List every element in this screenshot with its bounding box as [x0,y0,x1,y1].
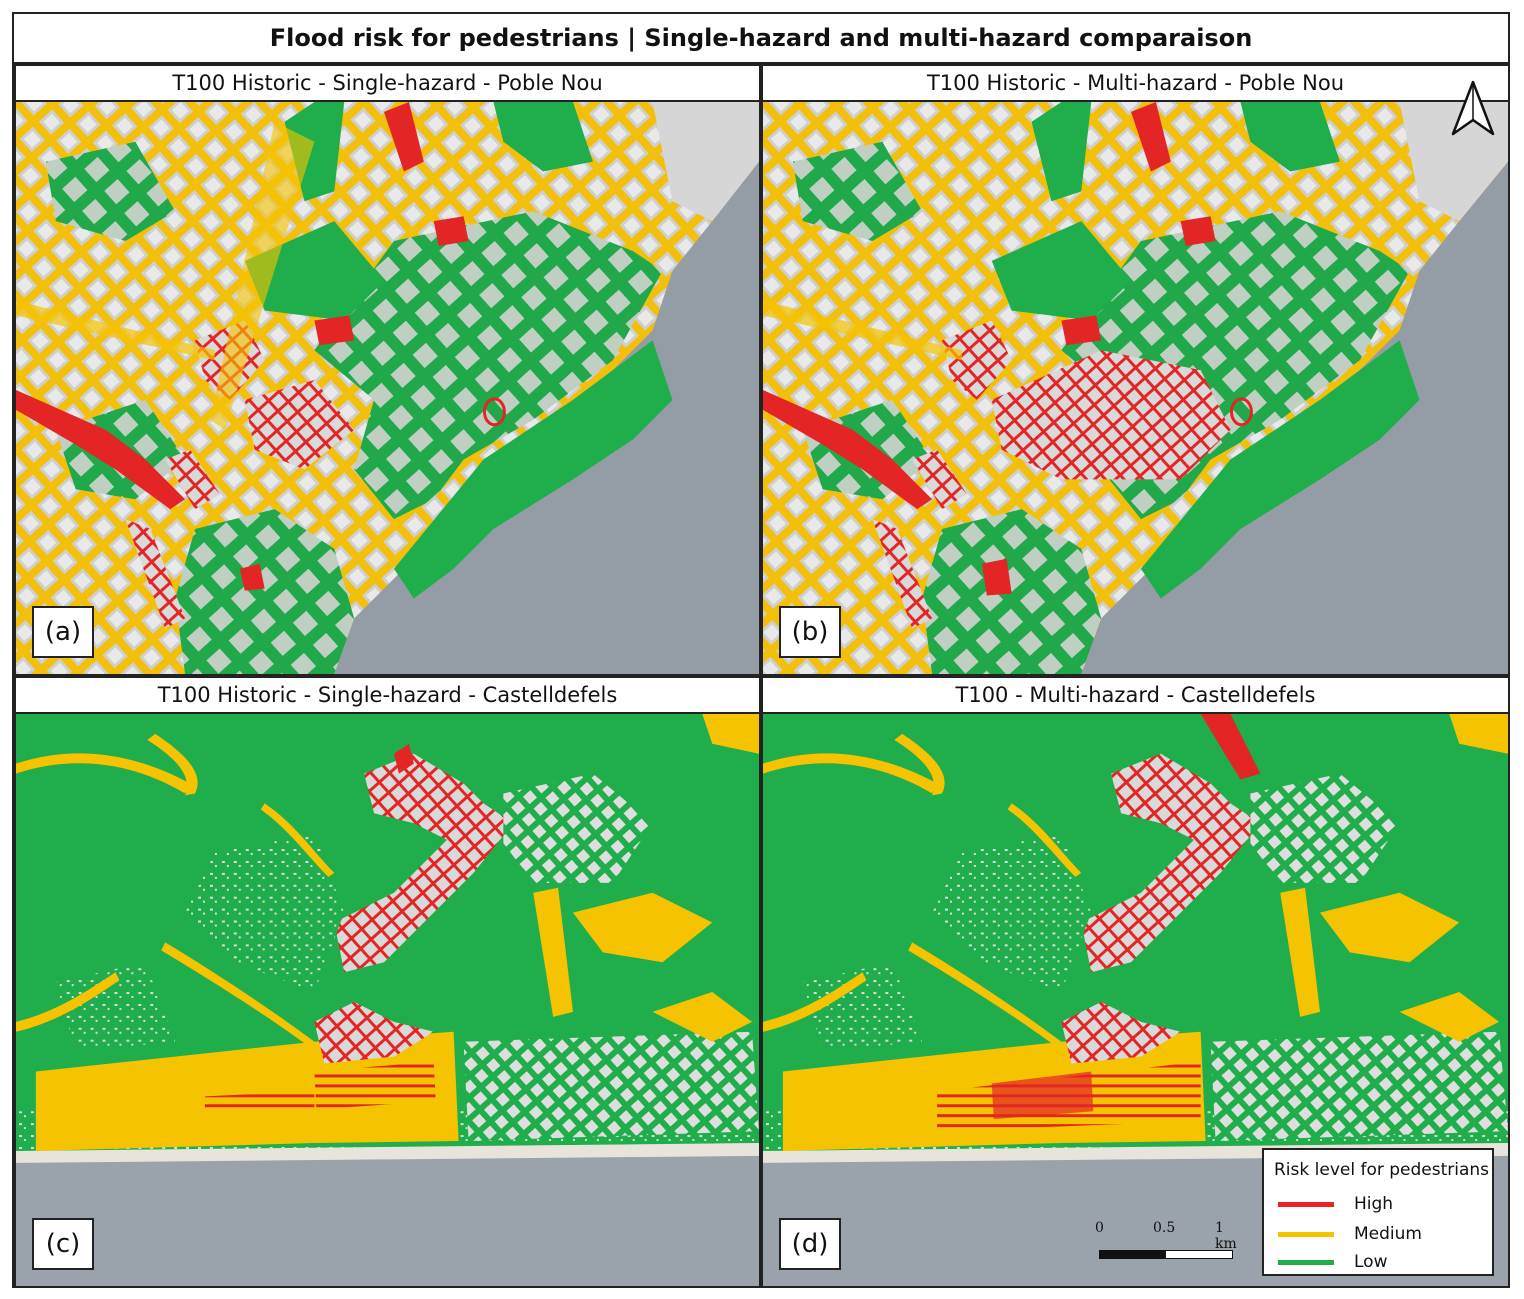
legend-label-low: Low [1354,1252,1388,1272]
north-arrow-icon [1450,80,1496,142]
panel-a-label: (a) [32,606,94,658]
panel-d: T100 - Multi-hazard - Castelldefels [761,676,1510,1288]
scale-tick-half: 0.5 [1153,1220,1176,1236]
panel-a-map [16,102,759,674]
panel-a-title: T100 Historic - Single-hazard - Poble No… [16,66,759,102]
scale-tick-1km: 1 km [1215,1220,1237,1252]
legend-swatch-low [1278,1259,1334,1265]
panel-b: T100 Historic - Multi-hazard - Poble Nou [761,64,1510,676]
legend-label-medium: Medium [1354,1224,1422,1244]
panel-d-map [763,714,1508,1286]
scale-tick-0: 0 [1095,1220,1104,1236]
scale-bar: 0 0.5 1 km [1095,1220,1245,1264]
legend-swatch-high [1278,1201,1334,1207]
panel-a: T100 Historic - Single-hazard - Poble No… [14,64,761,676]
legend: Risk level for pedestrians High Medium L… [1262,1148,1494,1276]
panel-c-title: T100 Historic - Single-hazard - Castelld… [16,678,759,714]
figure-frame: Flood risk for pedestrians | Single-haza… [12,12,1510,1288]
panel-b-label: (b) [779,606,841,658]
panel-d-title: T100 - Multi-hazard - Castelldefels [763,678,1508,714]
legend-title: Risk level for pedestrians [1274,1160,1490,1180]
panel-d-label: (d) [779,1218,841,1270]
legend-item-low: Low [1278,1250,1387,1274]
panel-b-title: T100 Historic - Multi-hazard - Poble Nou [763,66,1508,102]
scale-bar-white [1165,1250,1233,1259]
legend-label-high: High [1354,1194,1394,1214]
panel-c-map [16,714,759,1286]
panel-b-map [763,102,1508,674]
panel-c-label: (c) [32,1218,94,1270]
legend-item-medium: Medium [1278,1222,1422,1246]
legend-item-high: High [1278,1192,1393,1216]
scale-bar-black [1099,1250,1167,1259]
panel-c: T100 Historic - Single-hazard - Castelld… [14,676,761,1288]
figure-title: Flood risk for pedestrians | Single-haza… [14,14,1508,64]
legend-swatch-medium [1278,1231,1334,1237]
